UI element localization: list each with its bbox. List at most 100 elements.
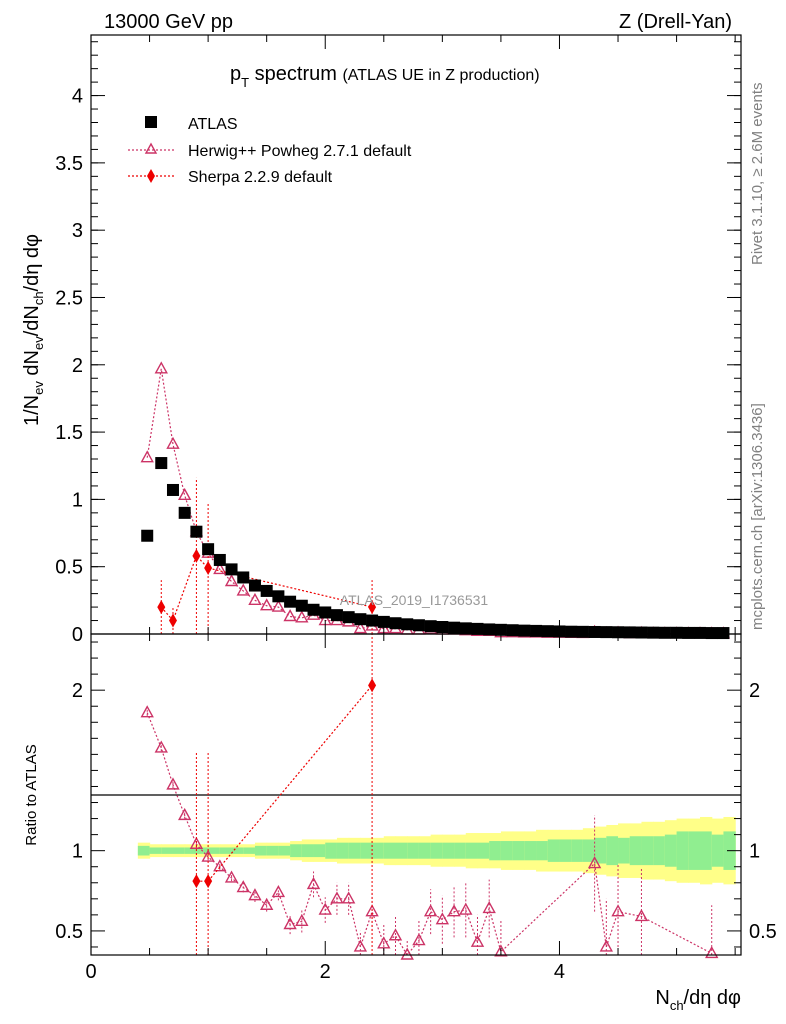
atlas-point: [248, 579, 261, 592]
ratio-herwig-point: [388, 928, 403, 941]
band-inner: [676, 831, 689, 870]
ratio-herwig-point: [377, 936, 391, 949]
band-inner: [641, 836, 654, 866]
herwig-point: [353, 621, 368, 634]
atlas-point: [213, 553, 226, 566]
legend-atlas-label: ATLAS: [188, 116, 238, 133]
atlas-point: [295, 599, 308, 612]
plot-title: pT spectrum (ATLAS UE in Z production): [230, 63, 540, 90]
band-inner: [418, 842, 432, 859]
ratio-herwig-point: [295, 913, 309, 926]
band-inner: [407, 842, 420, 859]
herwig-point: [295, 610, 309, 623]
sherpa-point: [157, 600, 166, 615]
herwig-point: [248, 592, 262, 606]
ratio-herwig-point: [318, 902, 332, 915]
ratio-ytick-label-right: 0.5: [749, 921, 777, 943]
atlas-point: [658, 626, 671, 639]
band-inner: [477, 842, 490, 859]
ratio-herwig-point: [353, 939, 368, 952]
atlas-point: [190, 525, 203, 538]
main-ytick-label: 3: [72, 220, 83, 242]
atlas-point: [705, 627, 718, 640]
rivet-label: Rivet 3.1.10, ≥ 2.6M events: [749, 83, 766, 266]
ratio-herwig-point: [236, 880, 250, 893]
ratio-ytick-label: 2: [72, 680, 83, 702]
band-inner: [606, 836, 619, 866]
atlas-point: [237, 571, 250, 584]
ratio-herwig-point: [166, 777, 180, 790]
ratio-herwig-point: [705, 945, 719, 959]
atlas-point: [600, 626, 613, 639]
band-inner: [653, 836, 666, 866]
ratio-herwig-point: [447, 904, 461, 917]
band-inner: [430, 842, 443, 859]
main-axis-ticks: 0 0.5 1 1.5 2 2.5 3 3.5 4: [55, 35, 741, 646]
band-inner: [313, 844, 326, 858]
main-ytick-label: 1.5: [55, 422, 83, 444]
ratio-herwig-point: [189, 836, 204, 849]
atlas-point: [647, 626, 660, 639]
legend-herwig-marker: [144, 142, 158, 154]
atlas-point: [366, 614, 379, 627]
band-inner: [243, 847, 256, 854]
ratio-herwig-point: [330, 891, 344, 904]
ratio-herwig-point: [634, 909, 649, 922]
atlas-point: [448, 621, 461, 634]
band-inner: [547, 839, 561, 862]
ratio-herwig-point: [412, 933, 426, 946]
band-inner: [172, 847, 186, 854]
band-inner: [219, 847, 233, 854]
herwig-point: [178, 487, 192, 501]
atlas-point: [225, 563, 238, 576]
atlas-point: [155, 457, 168, 470]
atlas-point: [202, 543, 215, 556]
ratio-xtick-label: 0: [85, 961, 96, 983]
atlas-point: [717, 627, 730, 640]
band-inner: [454, 842, 467, 859]
ratio-herwig-point: [587, 856, 602, 869]
ratio-herwig-point: [178, 807, 192, 821]
main-ytick-label: 0: [72, 624, 83, 646]
main-ytick-label: 3.5: [55, 153, 83, 175]
band-inner: [594, 837, 607, 864]
ratio-sherpa-point: [204, 874, 213, 889]
ratio-herwig-line: [146, 712, 712, 957]
herwig-point: [236, 583, 250, 596]
band-inner: [571, 839, 584, 862]
atlas-point: [541, 625, 554, 638]
atlas-point: [483, 623, 496, 636]
ratio-sherpa-line: [196, 684, 373, 882]
atlas-point: [389, 617, 402, 630]
mcplots-label: mcplots.cern.ch [arXiv:1306.3436]: [749, 403, 766, 630]
band-inner: [395, 842, 408, 859]
main-ytick-label: 2.5: [55, 287, 83, 309]
herwig-point: [140, 450, 154, 463]
atlas-point: [141, 529, 154, 542]
band-inner: [442, 842, 455, 859]
band-inner: [559, 839, 572, 862]
ratio-herwig-point: [365, 904, 379, 917]
band-inner: [360, 842, 373, 859]
atlas-point: [506, 624, 519, 637]
atlas-point: [401, 618, 414, 631]
atlas-point: [412, 619, 425, 632]
band-inner: [137, 845, 151, 856]
band-inner: [582, 839, 596, 862]
ratio-herwig-point: [140, 705, 154, 718]
ratio-herwig-point: [611, 904, 625, 917]
header-left: 13000 GeV pp: [104, 11, 233, 33]
main-ytick-label: 2: [72, 355, 83, 377]
atlas-point: [682, 626, 695, 639]
atlas-point: [377, 615, 390, 628]
atlas-point: [576, 625, 589, 638]
ratio-herwig-point: [213, 859, 227, 872]
sherpa-point: [168, 613, 177, 628]
atlas-point: [342, 611, 355, 624]
ratio-herwig-point: [224, 870, 239, 883]
atlas-point: [354, 613, 367, 626]
herwig-point: [259, 598, 274, 611]
atlas-point: [530, 624, 543, 637]
legend: ATLAS Herwig++ Powheg 2.7.1 default Sher…: [128, 116, 412, 186]
band-inner: [524, 841, 537, 861]
